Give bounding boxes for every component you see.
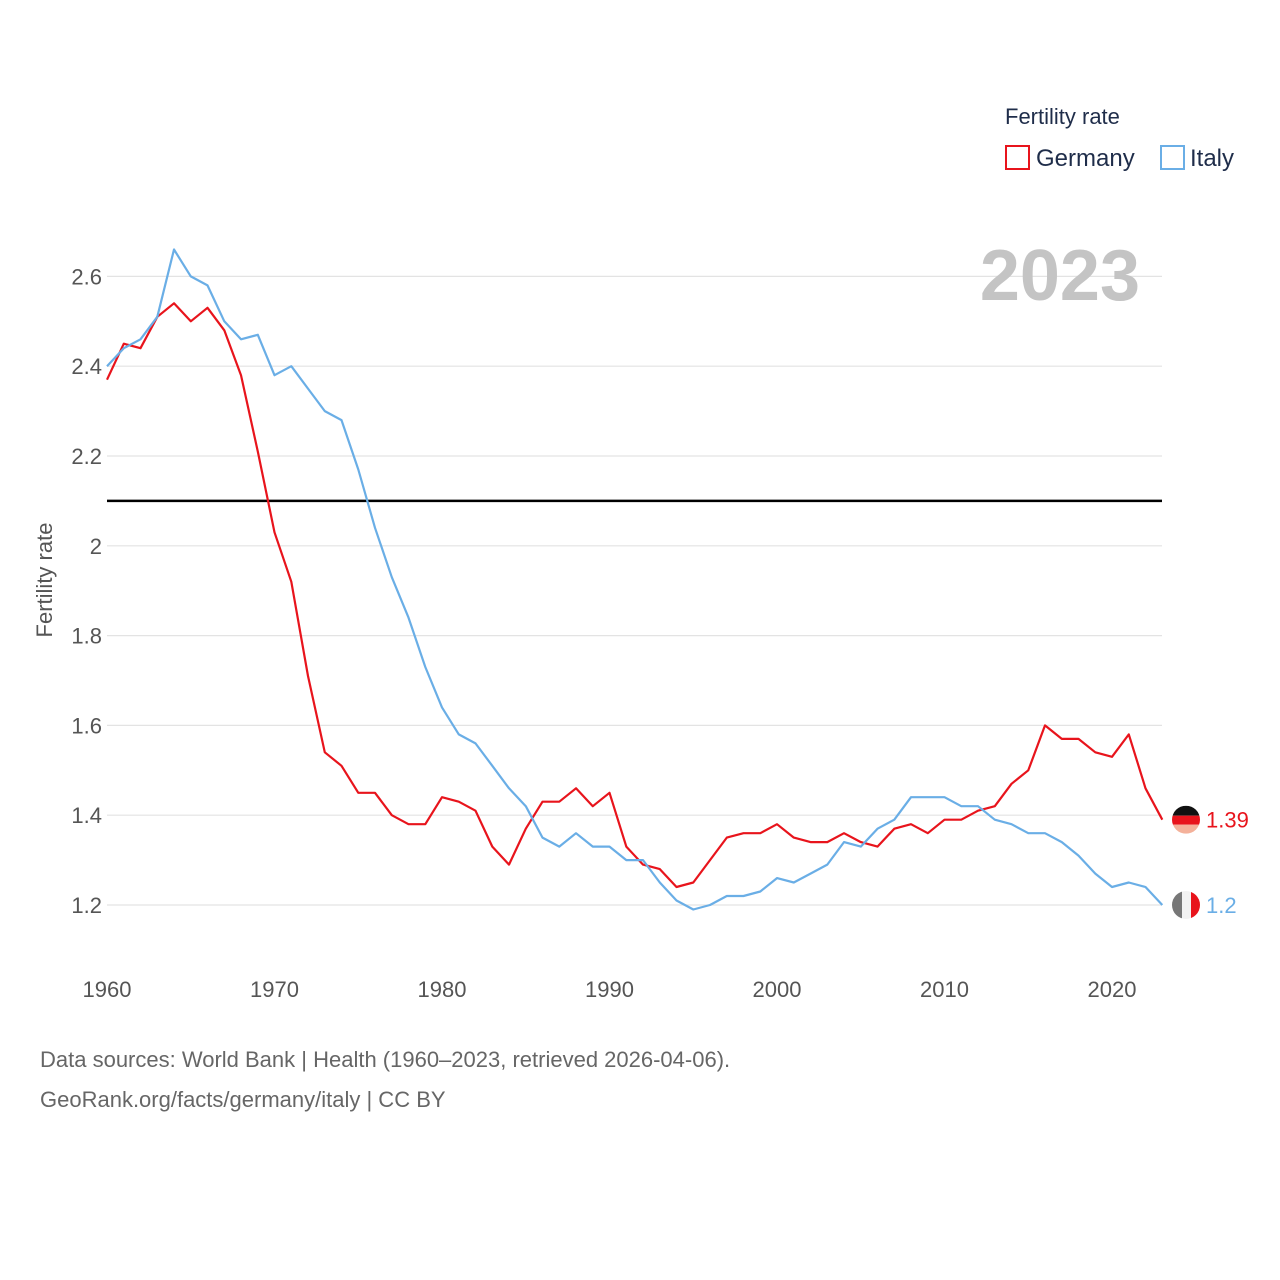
y-tick-label: 1.8	[71, 624, 102, 649]
legend-swatch-germany	[1005, 145, 1030, 170]
y-tick-label: 1.2	[71, 893, 102, 918]
x-tick-label: 1990	[585, 977, 634, 1002]
y-tick-label: 2.2	[71, 444, 102, 469]
gridlines	[107, 275, 1162, 906]
x-tick-label: 2020	[1088, 977, 1137, 1002]
legend-title: Fertility rate	[1005, 104, 1120, 129]
x-tick-label: 1970	[250, 977, 299, 1002]
current-year-label: 2023	[980, 236, 1140, 316]
x-tick-label: 2010	[920, 977, 969, 1002]
germany-flag-icon	[1172, 805, 1200, 834]
y-tick-labels: 1.2 1.4 1.6 1.8 2 2.2 2.4 2.6	[71, 264, 102, 918]
x-tick-label: 2000	[753, 977, 802, 1002]
end-markers: 1.39 1.2	[1172, 805, 1249, 919]
y-tick-label: 2.6	[71, 264, 102, 289]
y-tick-label: 1.6	[71, 713, 102, 738]
end-value-label-germany: 1.39	[1206, 808, 1249, 833]
x-tick-labels: 1960 1970 1980 1990 2000 2010 2020	[83, 977, 1137, 1002]
legend-label-germany: Germany	[1036, 145, 1135, 172]
legend-label-italy: Italy	[1190, 145, 1234, 172]
legend-item-italy[interactable]: Italy	[1160, 145, 1234, 172]
series-lines	[106, 248, 1164, 911]
legend-swatch-italy	[1160, 145, 1185, 170]
legend-item-germany[interactable]: Germany	[1005, 145, 1135, 172]
y-tick-label: 2	[90, 534, 102, 559]
x-tick-label: 1980	[418, 977, 467, 1002]
y-tick-label: 1.4	[71, 803, 102, 828]
y-axis-title: Fertility rate	[32, 523, 57, 638]
source-line-1: Data sources: World Bank | Health (1960–…	[40, 1047, 731, 1072]
x-tick-label: 1960	[83, 977, 132, 1002]
series-line-germany	[106, 302, 1164, 889]
legend: Fertility rate Germany Italy	[1005, 104, 1234, 172]
italy-flag-icon	[1172, 891, 1200, 919]
series-line-italy	[106, 248, 1164, 911]
end-value-label-italy: 1.2	[1206, 893, 1237, 918]
source-line-2[interactable]: GeoRank.org/facts/germany/italy | CC BY	[40, 1087, 446, 1112]
y-tick-label: 2.4	[71, 354, 102, 379]
